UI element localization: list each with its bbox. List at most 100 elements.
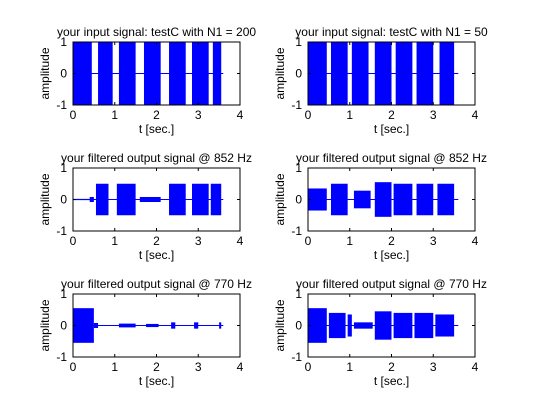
y-axis-label: amplitude xyxy=(273,47,287,99)
signal-burst-8 xyxy=(211,184,221,216)
signal-burst-1 xyxy=(73,308,94,343)
y-axis-label: amplitude xyxy=(38,299,52,351)
x-tick-label: 4 xyxy=(472,360,479,374)
y-tick-label: -1 xyxy=(56,224,67,238)
x-tick-label: 2 xyxy=(153,108,160,122)
x-axis-label: t [sec.] xyxy=(374,122,409,136)
signal-burst-7 xyxy=(192,184,209,216)
subplot-title: your filtered output signal @ 852 Hz xyxy=(61,151,252,165)
signal-burst-5 xyxy=(169,42,186,105)
signal-burst-3 xyxy=(354,191,371,209)
x-tick-label: 0 xyxy=(70,234,77,248)
y-tick-label: -1 xyxy=(291,98,302,112)
signal-series xyxy=(73,308,223,343)
x-tick-label: 1 xyxy=(346,108,353,122)
x-tick-label: 3 xyxy=(430,108,437,122)
signal-burst-6 xyxy=(417,42,434,105)
x-tick-label: 4 xyxy=(237,360,244,374)
y-tick-label: 0 xyxy=(60,319,67,333)
subplot-5: 0 1 2 3 4-101your filtered output signal @ 7… xyxy=(38,277,252,388)
signal-burst-3 xyxy=(96,184,109,216)
signal-burst-4 xyxy=(146,324,159,327)
x-tick-label: 0 xyxy=(70,108,77,122)
x-tick-label: 2 xyxy=(388,234,395,248)
signal-burst-5 xyxy=(396,42,413,105)
signal-burst-4 xyxy=(375,42,392,105)
signal-series xyxy=(73,184,223,216)
x-tick-label: 2 xyxy=(388,360,395,374)
x-tick-label: 1 xyxy=(111,360,118,374)
y-axis-label: amplitude xyxy=(38,173,52,225)
x-axis-label: t [sec.] xyxy=(374,248,409,262)
signal-burst-5 xyxy=(394,184,413,216)
x-tick-label: 4 xyxy=(237,108,244,122)
signal-burst-3 xyxy=(119,42,136,105)
signal-series xyxy=(308,308,458,343)
signal-burst-3 xyxy=(119,324,136,328)
y-tick-label: 0 xyxy=(295,319,302,333)
x-tick-label: 2 xyxy=(153,360,160,374)
signal-burst-8 xyxy=(435,314,454,336)
y-axis-label: amplitude xyxy=(38,47,52,99)
signal-burst-4 xyxy=(375,182,392,217)
x-tick-label: 1 xyxy=(346,360,353,374)
x-tick-label: 4 xyxy=(237,234,244,248)
signal-burst-4 xyxy=(117,184,136,216)
signal-series xyxy=(308,42,458,105)
signal-burst-3 xyxy=(352,42,369,105)
signal-burst-6 xyxy=(194,322,198,328)
x-tick-label: 0 xyxy=(305,108,312,122)
x-tick-label: 1 xyxy=(111,108,118,122)
signal-burst-6 xyxy=(192,42,209,105)
signal-burst-7 xyxy=(414,313,433,338)
subplot-title: your input signal: testC with N1 = 200 xyxy=(57,25,256,39)
signal-burst-5 xyxy=(140,197,161,202)
signal-burst-2 xyxy=(329,313,346,338)
signal-burst-7 xyxy=(440,42,455,105)
signal-burst-2 xyxy=(331,184,348,216)
signal-burst-6 xyxy=(417,184,434,216)
signal-burst-2 xyxy=(98,42,113,105)
x-tick-label: 3 xyxy=(195,360,202,374)
x-tick-label: 0 xyxy=(305,360,312,374)
signal-burst-2 xyxy=(331,42,348,105)
y-tick-label: 0 xyxy=(295,193,302,207)
y-axis-label: amplitude xyxy=(273,173,287,225)
x-axis-label: t [sec.] xyxy=(139,122,174,136)
x-tick-label: 3 xyxy=(430,360,437,374)
signal-series xyxy=(73,42,223,105)
x-tick-label: 1 xyxy=(111,234,118,248)
signal-burst-2 xyxy=(94,323,98,328)
signal-series xyxy=(308,182,458,217)
x-tick-label: 3 xyxy=(195,234,202,248)
y-axis-label: amplitude xyxy=(273,299,287,351)
subplot-title: your filtered output signal @ 852 Hz xyxy=(296,151,487,165)
subplot-title: your input signal: testC with N1 = 50 xyxy=(295,25,488,39)
signal-burst-6 xyxy=(394,313,413,338)
signal-burst-4 xyxy=(144,42,161,105)
subplot-title: your filtered output signal @ 770 Hz xyxy=(61,277,252,291)
x-tick-label: 4 xyxy=(472,234,479,248)
x-axis-label: t [sec.] xyxy=(139,248,174,262)
signal-burst-3 xyxy=(348,314,352,336)
y-tick-label: 0 xyxy=(295,67,302,81)
signal-burst-5 xyxy=(375,311,392,339)
x-tick-label: 3 xyxy=(195,108,202,122)
x-tick-label: 0 xyxy=(305,234,312,248)
y-tick-label: -1 xyxy=(56,98,67,112)
y-tick-label: -1 xyxy=(56,350,67,364)
y-tick-label: -1 xyxy=(291,224,302,238)
subplot-title: your filtered output signal @ 770 Hz xyxy=(296,277,487,291)
x-axis-label: t [sec.] xyxy=(139,374,174,388)
signal-burst-7 xyxy=(437,184,454,216)
y-tick-label: 0 xyxy=(60,67,67,81)
y-tick-label: 0 xyxy=(60,193,67,207)
y-tick-label: -1 xyxy=(291,350,302,364)
